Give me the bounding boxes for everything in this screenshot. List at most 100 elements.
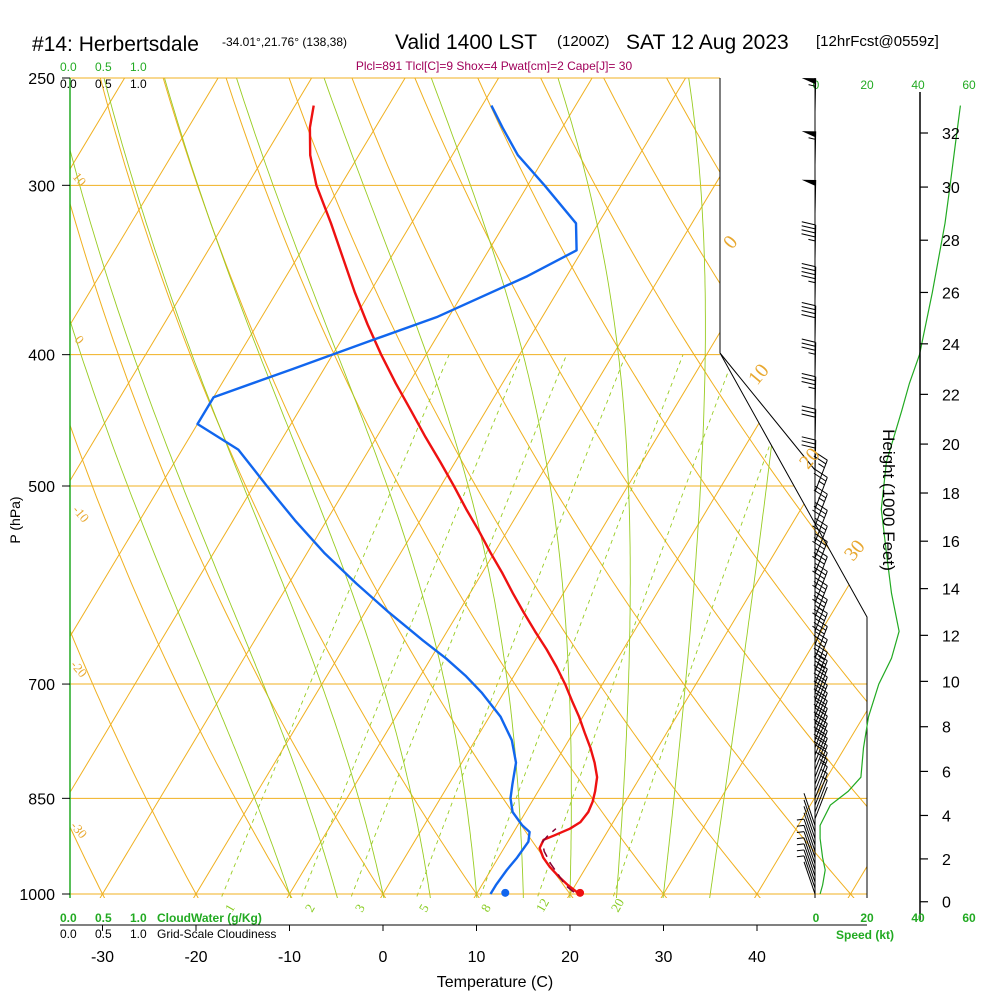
temperature-axis-label: Temperature (C)	[437, 974, 553, 991]
dry-adiabat-label: -10	[70, 502, 93, 525]
wind-barb-staff	[814, 786, 828, 819]
isotherm	[652, 78, 867, 898]
temperature-tick-label: 20	[561, 949, 579, 966]
wind-barb-half-flag	[821, 762, 828, 768]
wind-barb-half-flag	[819, 752, 827, 757]
isotherm-label: 10	[744, 360, 774, 389]
wind-barb-half-flag	[816, 606, 824, 612]
wind-barb-flag	[813, 656, 827, 665]
height-tick-label: 0	[942, 895, 951, 912]
mixing-ratio-line	[607, 354, 803, 898]
wind-barb-flag	[815, 631, 828, 641]
surface-temperature-dot	[576, 888, 585, 897]
moist-adiabat	[707, 78, 803, 898]
wind-barb-staff	[814, 556, 828, 589]
valid-zulu: (1200Z)	[557, 33, 610, 50]
wind-barb-flag	[801, 233, 816, 238]
wind-barb-staff	[803, 799, 816, 833]
isotherm	[70, 78, 406, 898]
plot-right-border	[719, 78, 868, 898]
isotherm	[372, 78, 867, 898]
wind-barb-half-flag	[796, 831, 805, 833]
wind-barb-staff	[814, 541, 828, 574]
pressure-ticks: 250 300 400 500 700 850 1000	[19, 71, 70, 904]
moist-adiabat	[70, 112, 296, 898]
cloud-scale-top: 0.0 0.5 1.0 0.0 0.5 1.0	[60, 60, 147, 91]
isotherm	[746, 78, 867, 898]
wind-barb-flag	[812, 509, 825, 519]
temperature-tick-label: -20	[184, 949, 207, 966]
wind-barbs	[796, 78, 828, 895]
isobar-lines	[70, 77, 867, 895]
isotherm	[278, 78, 780, 898]
wind-barb-flag	[813, 566, 827, 576]
wind-barb-flag	[815, 548, 828, 558]
wind-barb-flag	[812, 525, 825, 535]
wind-barb-half-flag	[796, 824, 805, 827]
height-axis-label: Height (1000 Feet)	[879, 429, 898, 571]
dry-adiabat	[162, 78, 584, 898]
speed-scale-bottom: 0 20 40 60 Speed (kt)	[813, 911, 976, 942]
wind-barb-flag	[801, 372, 816, 378]
mixing-ratio-line	[215, 354, 450, 898]
speed-axis-label: Speed (kt)	[836, 928, 894, 942]
dry-adiabat-label: 10	[70, 169, 90, 189]
cloudwater-label: CloudWater (g/Kg)	[157, 911, 262, 925]
isotherm	[70, 78, 500, 898]
mixing-ratio-line	[295, 354, 523, 898]
pressure-tick-label: 400	[28, 348, 55, 365]
wind-barb-staff	[814, 493, 828, 527]
isotherm	[0, 78, 31, 911]
wind-barb-flag	[812, 625, 825, 635]
mixing-ratio-label: 5	[416, 901, 432, 914]
wind-barb-staff	[803, 831, 816, 864]
height-tick-label: 24	[942, 337, 960, 354]
wind-barb-flag	[801, 346, 816, 351]
isotherm	[70, 78, 313, 898]
moist-adiabat	[236, 78, 479, 898]
temperature-tick-label: 30	[655, 949, 673, 966]
wind-barb-staff	[814, 730, 828, 763]
sounding-series	[196, 105, 599, 897]
wind-barb-half-flag	[796, 837, 805, 840]
mixing-ratio-line	[345, 354, 568, 898]
pressure-tick-label: 300	[28, 178, 55, 195]
mixing-ratio-line	[532, 354, 735, 898]
cloud-scale-bottom-black-0: 0.0	[60, 927, 77, 941]
isotherm-label: 0	[719, 231, 742, 253]
moist-adiabat	[430, 78, 572, 898]
dry-adiabat	[414, 78, 867, 898]
wind-barb-half-flag	[818, 655, 825, 661]
dry-adiabat	[70, 78, 301, 898]
wind-barb-staff	[803, 806, 816, 839]
wind-barb-flag	[813, 489, 827, 499]
station-coords: -34.01°,21.76° (138,38)	[222, 35, 347, 49]
cloud-scale-bottom-green-0: 0.0	[60, 911, 77, 925]
wind-barb-staff	[814, 773, 828, 806]
cloud-scale-top-black-0: 0.0	[60, 77, 77, 91]
wind-barb-flag	[813, 455, 827, 465]
temperature-line	[308, 105, 599, 895]
wind-barb-staff	[814, 571, 828, 604]
height-tick-label: 28	[942, 233, 960, 250]
wind-barb-half-flag	[821, 769, 828, 774]
wind-barb-flag	[813, 622, 827, 631]
cloud-scale-bottom-black-2: 1.0	[130, 927, 147, 941]
wind-barb-flag	[813, 595, 827, 604]
wind-barb-flag	[815, 618, 828, 627]
plot-right-border-inner	[719, 352, 816, 471]
cloud-scale-bottom: 0.0 0.5 1.0 CloudWater (g/Kg) 0.0 0.5 1.…	[60, 911, 276, 941]
wind-barb-half-flag	[796, 843, 805, 846]
wind-barb-staff	[803, 825, 816, 858]
cloud-scale-bottom-green-1: 0.5	[95, 911, 112, 925]
temperature-tick-label: -30	[91, 949, 114, 966]
wind-barb-flag	[812, 612, 825, 622]
wind-barb-staff	[803, 843, 816, 877]
wind-barb-flag	[801, 405, 816, 410]
wind-barb-staff	[814, 459, 828, 493]
wind-barb-flag	[801, 342, 816, 347]
wind-barb-flag	[801, 266, 816, 272]
